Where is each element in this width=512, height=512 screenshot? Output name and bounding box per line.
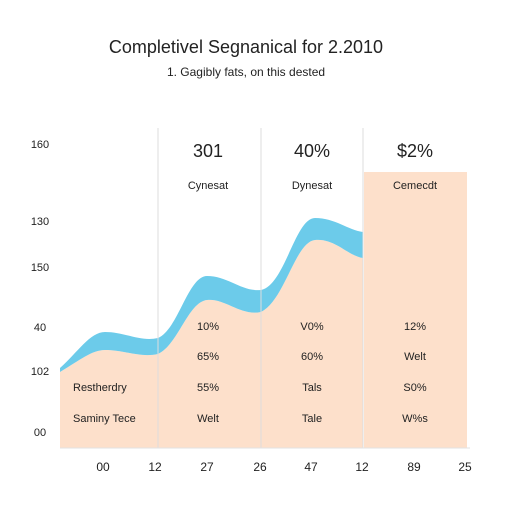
cell: Welt (404, 351, 426, 363)
y-label: 150 (31, 262, 49, 274)
row-label: Saminy Tece (73, 413, 136, 425)
y-label: 40 (34, 322, 46, 334)
x-label: 26 (253, 460, 267, 474)
cell: Tale (302, 413, 322, 425)
x-label: 47 (304, 460, 318, 474)
column-value: $2% (397, 141, 433, 161)
row-label: Restherdry (73, 382, 127, 394)
y-label: 00 (34, 427, 46, 439)
column-fill (364, 172, 467, 448)
cell: Tals (302, 382, 322, 394)
cell: V0% (300, 321, 323, 333)
y-label: 160 (31, 139, 49, 151)
cell: 65% (197, 351, 219, 363)
cell: 10% (197, 321, 219, 333)
x-label: 25 (458, 460, 472, 474)
column-value: 40% (294, 141, 330, 161)
cell: 12% (404, 321, 426, 333)
area (60, 239, 363, 448)
column-label: Cynesat (188, 180, 228, 192)
x-label: 00 (96, 460, 110, 474)
cell: S0% (403, 382, 426, 394)
cell: W%s (402, 413, 428, 425)
column-label: Cemecdt (393, 180, 437, 192)
band (60, 218, 363, 372)
x-label: 89 (407, 460, 421, 474)
x-label: 27 (200, 460, 214, 474)
title: Completivel Segnanical for 2.2010 (109, 37, 383, 57)
y-label: 130 (31, 216, 49, 228)
cell: 60% (301, 351, 323, 363)
y-label: 102 (31, 366, 49, 378)
column-value: 301 (193, 141, 223, 161)
x-label: 12 (148, 460, 162, 474)
cell: Welt (197, 413, 219, 425)
subtitle: 1. Gagibly fats, on this dested (167, 65, 325, 79)
column-label: Dynesat (292, 180, 332, 192)
x-label: 12 (355, 460, 369, 474)
cell: 55% (197, 382, 219, 394)
